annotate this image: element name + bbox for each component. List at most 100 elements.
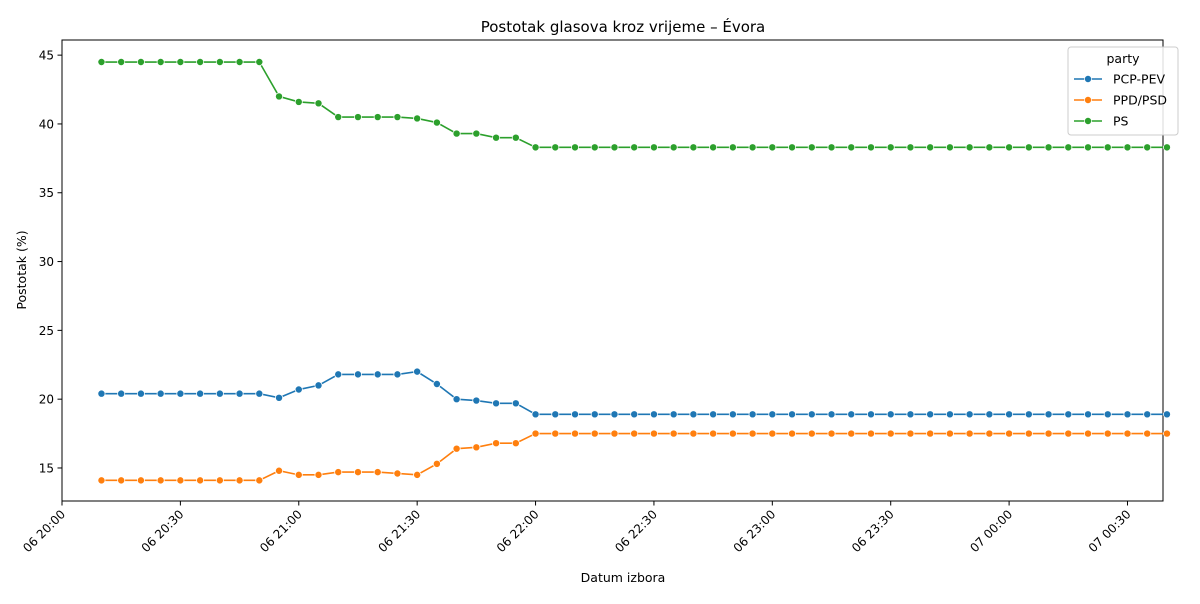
data-point xyxy=(630,410,639,419)
data-point xyxy=(255,58,264,66)
data-point xyxy=(1162,429,1171,438)
y-tick-label: 40 xyxy=(39,117,54,131)
data-point xyxy=(1024,429,1033,438)
data-point xyxy=(906,143,915,152)
data-point xyxy=(117,58,126,66)
data-point xyxy=(788,143,797,152)
data-point xyxy=(768,429,777,438)
y-tick-label: 15 xyxy=(39,461,54,475)
data-point xyxy=(136,389,145,398)
data-point xyxy=(709,410,718,419)
data-point xyxy=(294,97,303,106)
data-point xyxy=(353,113,362,122)
data-point xyxy=(1084,429,1092,438)
y-tick-label: 35 xyxy=(39,186,54,200)
data-point xyxy=(215,476,224,485)
data-point xyxy=(985,143,994,152)
data-point xyxy=(1162,143,1171,152)
data-point xyxy=(373,370,382,379)
data-point xyxy=(196,476,205,485)
data-point xyxy=(965,410,974,419)
data-point xyxy=(215,58,224,66)
data-point xyxy=(492,399,501,408)
data-point xyxy=(807,429,816,438)
x-tick-label: 06 21:30 xyxy=(375,507,423,555)
data-point xyxy=(492,439,501,448)
data-point xyxy=(156,476,165,485)
legend-label: PPD/PSD xyxy=(1113,93,1167,108)
data-point xyxy=(531,410,540,419)
data-point xyxy=(669,410,678,419)
data-point xyxy=(255,476,264,485)
data-point xyxy=(1064,429,1073,438)
data-point xyxy=(156,389,165,398)
data-point xyxy=(97,58,106,66)
data-point xyxy=(215,389,224,398)
data-point xyxy=(906,410,915,419)
series-ps xyxy=(97,58,1171,152)
data-point xyxy=(847,429,856,438)
legend-box xyxy=(1067,46,1179,136)
data-point xyxy=(906,429,915,438)
data-point xyxy=(452,129,461,138)
data-point xyxy=(1005,143,1014,152)
data-point xyxy=(511,133,520,142)
data-point xyxy=(472,129,481,138)
data-point xyxy=(748,429,757,438)
data-point xyxy=(117,389,126,398)
data-point xyxy=(334,468,343,477)
y-tick-label: 45 xyxy=(39,49,54,63)
data-point xyxy=(452,444,461,453)
data-point xyxy=(314,381,323,390)
x-tick-label: 06 20:00 xyxy=(20,507,68,555)
data-point xyxy=(1123,429,1132,438)
data-point xyxy=(827,143,836,152)
y-tick-label: 30 xyxy=(39,255,54,269)
legend-title: party xyxy=(1106,51,1140,66)
data-point xyxy=(1084,143,1092,152)
data-point xyxy=(630,143,639,152)
data-point xyxy=(926,410,935,419)
data-point xyxy=(709,143,718,152)
data-point xyxy=(196,389,205,398)
data-point xyxy=(788,410,797,419)
data-point xyxy=(97,389,106,398)
data-point xyxy=(235,476,244,485)
data-point xyxy=(965,143,974,152)
data-point xyxy=(551,143,560,152)
data-point xyxy=(1005,410,1014,419)
data-point xyxy=(432,118,441,127)
legend: party PCP-PEV PPD/PSD PS xyxy=(1067,46,1179,136)
series-line xyxy=(101,61,1167,149)
data-point xyxy=(176,476,185,485)
data-point xyxy=(176,389,185,398)
data-point xyxy=(353,468,362,477)
data-point xyxy=(1044,410,1053,419)
data-point xyxy=(571,429,579,438)
data-point xyxy=(551,410,560,419)
data-point xyxy=(255,389,264,398)
data-point xyxy=(728,143,737,152)
data-point xyxy=(610,410,619,419)
data-point xyxy=(136,58,145,66)
series-ppd-psd xyxy=(97,429,1171,485)
data-point xyxy=(97,476,106,485)
data-point xyxy=(1064,143,1073,152)
data-point xyxy=(630,429,639,438)
data-point xyxy=(728,429,737,438)
data-point xyxy=(807,410,816,419)
plot-area xyxy=(61,39,1164,502)
data-point xyxy=(275,393,284,402)
data-point xyxy=(649,143,658,152)
data-point xyxy=(413,114,422,123)
data-point xyxy=(531,429,540,438)
data-point xyxy=(1064,410,1073,419)
data-point xyxy=(314,99,323,108)
data-point xyxy=(235,58,244,66)
data-point xyxy=(867,429,875,438)
data-point xyxy=(393,370,402,379)
data-point xyxy=(886,410,895,419)
data-point xyxy=(511,399,520,408)
y-axis: 15 20 25 30 35 40 45 xyxy=(39,49,62,475)
data-point xyxy=(689,143,698,152)
